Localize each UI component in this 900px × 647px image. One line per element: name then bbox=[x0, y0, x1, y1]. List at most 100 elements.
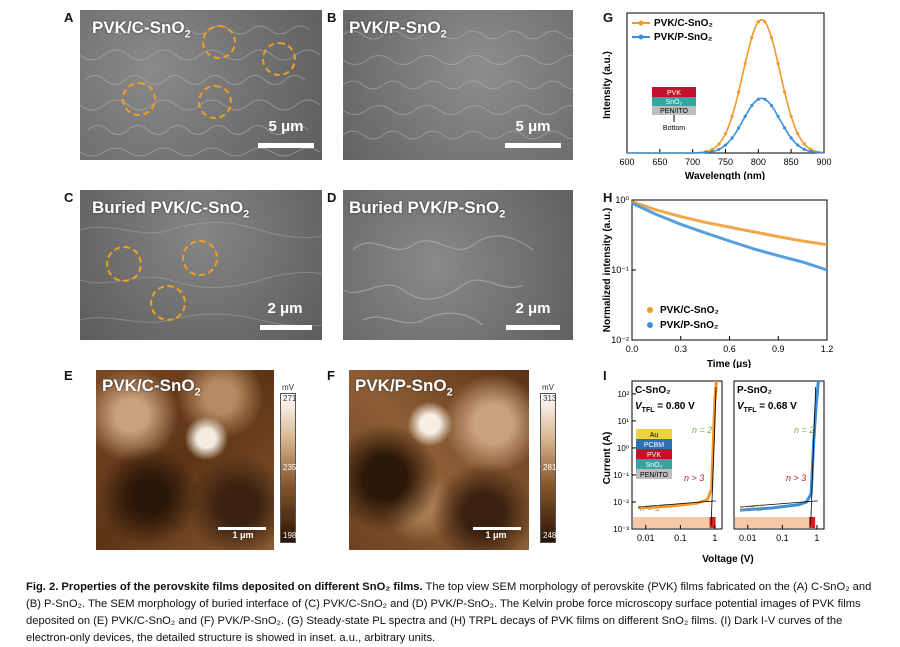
plot-frame bbox=[631, 380, 723, 530]
annotation-n3: n > 3 bbox=[684, 473, 704, 483]
figure-caption: Fig. 2. Properties of the perovskite fil… bbox=[26, 579, 878, 647]
scale-bar bbox=[260, 325, 312, 330]
sem-c-title: Buried PVK/C-SnO2 bbox=[92, 198, 250, 221]
x-tick-label: 0.3 bbox=[674, 344, 687, 354]
panel-letter-d: D bbox=[327, 190, 337, 205]
x-axis-label: Time (μs) bbox=[707, 359, 751, 368]
legend-marker-c bbox=[647, 307, 653, 313]
data-point bbox=[756, 20, 760, 24]
stack-layer-sno2 bbox=[636, 459, 672, 469]
data-point bbox=[750, 35, 754, 40]
y-tick-label: 10⁻² bbox=[613, 498, 629, 507]
data-point bbox=[710, 149, 714, 154]
subplot-title: P-SnO₂ bbox=[737, 385, 772, 396]
colorbar-tick: 313 bbox=[543, 394, 557, 403]
sem-image-c: Buried PVK/C-SnO2 2 μm bbox=[80, 190, 322, 340]
stack-label: SnO₂ bbox=[646, 462, 663, 469]
scale-label: 2 μm bbox=[267, 300, 303, 317]
y-tick-label: 10⁻¹ bbox=[611, 265, 629, 275]
x-tick-label: 0.1 bbox=[674, 533, 687, 543]
data-point bbox=[789, 114, 793, 118]
defect-circle bbox=[150, 285, 186, 321]
colorbar-f bbox=[540, 393, 556, 543]
vtfl-value: = 0.68 V bbox=[757, 401, 798, 412]
defect-circle bbox=[262, 42, 296, 76]
panel-letter-h: H bbox=[603, 190, 613, 205]
data-point bbox=[743, 61, 747, 66]
stack-label: PEN/ITO bbox=[660, 108, 688, 115]
legend-label-c: PVK/C-SnO₂ bbox=[654, 18, 713, 29]
stack-layer-ito bbox=[652, 106, 696, 115]
y-tick-label: 10⁰ bbox=[617, 444, 629, 453]
kpfm-image-f: PVK/P-SnO2 1 μm bbox=[349, 370, 529, 550]
panel-letter-f: F bbox=[327, 368, 335, 383]
data-point bbox=[769, 104, 774, 108]
scale-bar bbox=[473, 527, 521, 530]
fit-line bbox=[739, 500, 818, 508]
y-tick-label: 10⁰ bbox=[615, 195, 629, 205]
colorbar-tick: 271 bbox=[283, 394, 297, 403]
data-point bbox=[763, 20, 767, 24]
stack-arrow-label: Bottom bbox=[663, 125, 685, 132]
data-point bbox=[783, 126, 787, 130]
colorbar-tick: 248 bbox=[543, 531, 557, 540]
data-point bbox=[743, 114, 747, 118]
annotation-n2: n = 2 bbox=[794, 425, 814, 435]
data-point bbox=[723, 132, 728, 136]
y-axis-label: Current (A) bbox=[602, 432, 613, 485]
x-tick-label: 0.1 bbox=[776, 533, 789, 543]
data-point bbox=[802, 142, 806, 146]
data-point bbox=[737, 90, 741, 94]
stack-label: PCBM bbox=[644, 442, 664, 449]
y-tick-label: 10⁻¹ bbox=[613, 471, 629, 480]
ohmic-region-band bbox=[633, 517, 713, 528]
scale-bar bbox=[506, 325, 560, 330]
panel-letter-b: B bbox=[327, 10, 337, 25]
x-axis-label: Wavelength (nm) bbox=[685, 171, 765, 180]
x-tick-label: 0.9 bbox=[772, 344, 785, 354]
tfl-region-band bbox=[709, 517, 716, 528]
vtfl-label: VTFL = 0.80 V bbox=[635, 401, 695, 414]
sem-image-d: Buried PVK/P-SnO2 2 μm bbox=[343, 190, 573, 340]
y-axis-label: Normalized intensity (a.u.) bbox=[602, 208, 613, 332]
trpl-chart: Normalized intensity (a.u.) Time (μs) 0.… bbox=[602, 195, 834, 368]
colorbar-unit: mV bbox=[542, 383, 554, 392]
pl-spectra-chart: Intensity (a.u.) Wavelength (nm) 600 650 7… bbox=[602, 12, 832, 180]
data-point bbox=[756, 97, 760, 101]
stack-layer-ito bbox=[636, 469, 672, 479]
ohmic-region-band bbox=[735, 517, 815, 528]
scale-label: 5 μm bbox=[268, 118, 304, 135]
data-point bbox=[809, 149, 813, 154]
panel-letter-i: I bbox=[603, 368, 607, 383]
caption-title: Fig. 2. Properties of the perovskite fil… bbox=[26, 581, 423, 593]
data-point bbox=[730, 136, 734, 140]
scale-label: 5 μm bbox=[515, 118, 551, 135]
plot-frame bbox=[631, 199, 828, 341]
iv-curve bbox=[638, 380, 718, 510]
scale-bar bbox=[218, 527, 266, 530]
stack-label: Au bbox=[650, 432, 659, 439]
data-point bbox=[769, 35, 774, 40]
x-tick-label: 1.2 bbox=[821, 344, 834, 354]
data-point bbox=[776, 61, 780, 66]
sem-image-a: PVK/C-SnO2 5 μm bbox=[80, 10, 322, 160]
data-point bbox=[723, 143, 728, 147]
data-point bbox=[776, 114, 780, 118]
colorbar-tick: 198 bbox=[283, 531, 297, 540]
panel-letter-c: C bbox=[64, 190, 74, 205]
data-point bbox=[704, 150, 708, 155]
stack-label: PEN/ITO bbox=[640, 472, 668, 479]
panel-letter-e: E bbox=[64, 368, 73, 383]
sem-image-b: PVK/P-SnO2 5 μm bbox=[343, 10, 573, 160]
dark-iv-chart: Current (A) Voltage (V) 0.01 0.1 1 10⁻³ 10⁻²… bbox=[602, 380, 825, 565]
defect-circle bbox=[182, 240, 218, 276]
x-tick-label: 900 bbox=[816, 157, 831, 167]
annotation-n1: n = 1 bbox=[640, 503, 660, 513]
subplot-title: C-SnO₂ bbox=[635, 385, 671, 396]
vtfl-subscript: TFL bbox=[642, 407, 656, 414]
colorbar-tick: 281 bbox=[543, 463, 557, 472]
data-point bbox=[796, 132, 800, 136]
stack-layer-pvk bbox=[636, 449, 672, 459]
scale-label: 1 μm bbox=[232, 530, 254, 540]
y-tick-label: 10² bbox=[617, 390, 629, 399]
